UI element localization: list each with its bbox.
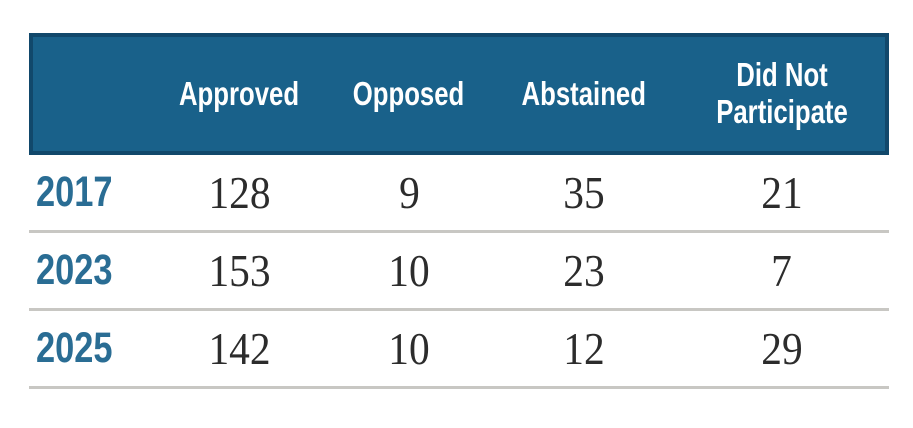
table-header-row: Approved Opposed Abstained Did Not Parti… xyxy=(29,33,889,155)
header-cell-did-not-participate: Did Not Participate xyxy=(674,56,889,131)
cell-2017-did-not-participate: 21 xyxy=(760,167,803,218)
cell-2017-abstained: 35 xyxy=(563,167,605,218)
header-label-approved: Approved xyxy=(178,74,300,112)
cell-2023-abstained: 23 xyxy=(563,245,605,296)
cell-2023-did-not-participate: 7 xyxy=(771,245,792,296)
cell-2017-approved: 128 xyxy=(207,167,271,218)
table-row-2017: 2017 128 9 35 21 xyxy=(29,155,889,233)
cell-2025-abstained: 12 xyxy=(563,323,605,374)
table-row-2023: 2023 153 10 23 7 xyxy=(29,233,889,311)
cell-2025-approved: 142 xyxy=(207,323,271,374)
cell-2023-opposed: 10 xyxy=(388,245,430,296)
cell-2025-did-not-participate: 29 xyxy=(760,323,803,374)
year-2017: 2017 xyxy=(36,168,113,216)
row-label-year: 2025 xyxy=(29,324,154,373)
table-row-2025: 2025 142 10 12 29 xyxy=(29,311,889,389)
header-label-abstained: Abstained xyxy=(521,74,647,112)
header-cell-approved: Approved xyxy=(154,74,324,113)
row-label-year: 2017 xyxy=(29,168,154,217)
header-label-did-not-participate: Did Not Participate xyxy=(715,56,848,130)
vote-table: Approved Opposed Abstained Did Not Parti… xyxy=(29,33,889,389)
header-cell-abstained: Abstained xyxy=(494,74,674,113)
cell-2023-approved: 153 xyxy=(207,245,271,296)
row-label-year: 2023 xyxy=(29,246,154,295)
year-2023: 2023 xyxy=(36,246,113,294)
year-2025: 2025 xyxy=(36,324,113,372)
cell-2025-opposed: 10 xyxy=(388,323,430,374)
cell-2017-opposed: 9 xyxy=(398,167,420,218)
header-cell-opposed: Opposed xyxy=(324,74,494,113)
header-label-opposed: Opposed xyxy=(353,74,465,112)
